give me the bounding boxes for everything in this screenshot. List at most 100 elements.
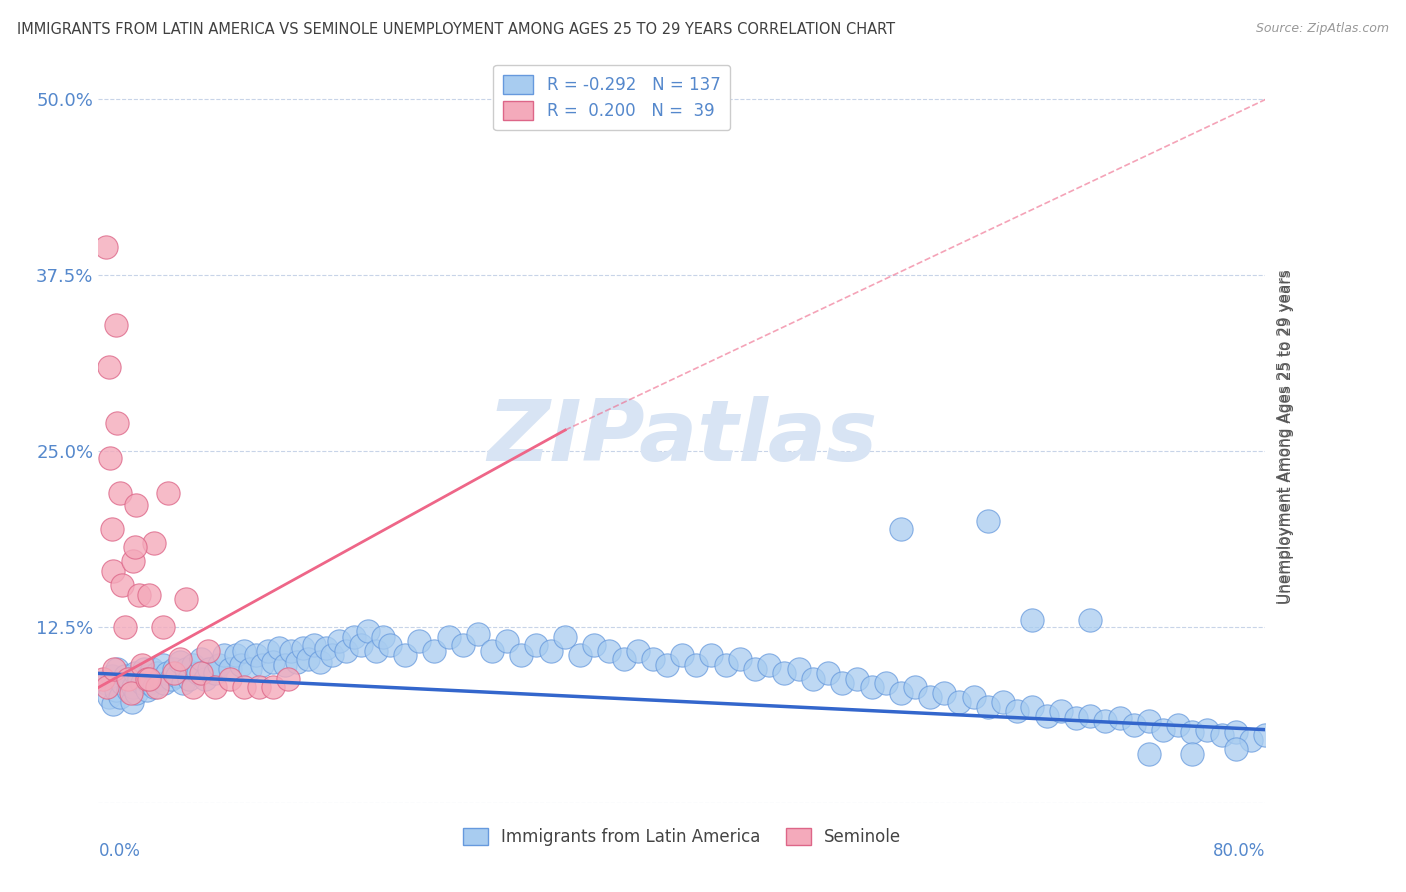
Immigrants from Latin America	[641, 652, 664, 666]
Immigrants from Latin America	[111, 676, 134, 690]
Seminole	[110, 486, 132, 500]
Immigrants from Latin America	[208, 657, 231, 672]
Text: ZIPatlas: ZIPatlas	[486, 395, 877, 479]
Immigrants from Latin America	[218, 662, 240, 676]
Immigrants from Latin America	[612, 652, 634, 666]
Immigrants from Latin America	[496, 634, 519, 648]
Immigrants from Latin America	[194, 672, 217, 686]
Text: 0.0%: 0.0%	[98, 842, 141, 860]
Immigrants from Latin America	[233, 644, 256, 658]
Immigrants from Latin America	[114, 669, 136, 683]
Seminole	[122, 554, 145, 568]
Immigrants from Latin America	[181, 657, 204, 672]
Immigrants from Latin America	[350, 638, 373, 652]
Seminole	[233, 681, 256, 695]
Seminole	[97, 359, 120, 374]
Immigrants from Latin America	[744, 662, 766, 676]
Immigrants from Latin America	[125, 686, 148, 700]
Immigrants from Latin America	[118, 672, 141, 686]
Immigrants from Latin America	[1225, 725, 1247, 739]
Immigrants from Latin America	[142, 681, 165, 695]
Immigrants from Latin America	[141, 662, 163, 676]
Seminole	[111, 578, 134, 592]
Immigrants from Latin America	[671, 648, 693, 662]
Immigrants from Latin America	[131, 676, 153, 690]
Immigrants from Latin America	[1181, 725, 1204, 739]
Immigrants from Latin America	[204, 666, 226, 681]
Immigrants from Latin America	[380, 638, 402, 652]
Seminole	[128, 588, 150, 602]
Seminole	[120, 686, 142, 700]
Immigrants from Latin America	[256, 644, 278, 658]
Immigrants from Latin America	[117, 683, 139, 698]
Immigrants from Latin America	[101, 698, 124, 712]
Immigrants from Latin America	[371, 630, 394, 644]
Seminole	[101, 564, 124, 578]
Immigrants from Latin America	[100, 669, 122, 683]
Text: IMMIGRANTS FROM LATIN AMERICA VS SEMINOLE UNEMPLOYMENT AMONG AGES 25 TO 29 YEARS: IMMIGRANTS FROM LATIN AMERICA VS SEMINOL…	[17, 22, 896, 37]
Immigrants from Latin America	[394, 648, 416, 662]
Immigrants from Latin America	[714, 657, 737, 672]
Immigrants from Latin America	[817, 666, 839, 681]
Immigrants from Latin America	[357, 624, 380, 639]
Immigrants from Latin America	[1195, 723, 1218, 737]
Immigrants from Latin America	[146, 666, 169, 681]
Immigrants from Latin America	[481, 644, 503, 658]
Immigrants from Latin America	[315, 641, 337, 656]
Immigrants from Latin America	[104, 683, 127, 698]
Immigrants from Latin America	[328, 634, 350, 648]
Immigrants from Latin America	[451, 638, 474, 652]
Immigrants from Latin America	[685, 657, 707, 672]
Immigrants from Latin America	[977, 515, 1000, 529]
Seminole	[114, 620, 136, 634]
Immigrants from Latin America	[918, 690, 941, 705]
Immigrants from Latin America	[948, 694, 970, 708]
Seminole	[96, 681, 118, 695]
Legend: R = -0.292   N = 137, R =  0.200   N =  39: R = -0.292 N = 137, R = 0.200 N = 39	[494, 65, 731, 130]
Seminole	[152, 620, 174, 634]
Immigrants from Latin America	[160, 672, 183, 686]
Seminole	[103, 662, 125, 676]
Immigrants from Latin America	[156, 666, 179, 681]
Seminole	[163, 666, 186, 681]
Immigrants from Latin America	[285, 655, 308, 669]
Immigrants from Latin America	[831, 676, 853, 690]
Immigrants from Latin America	[1021, 613, 1043, 627]
Immigrants from Latin America	[1152, 723, 1174, 737]
Immigrants from Latin America	[231, 657, 253, 672]
Immigrants from Latin America	[105, 662, 128, 676]
Immigrants from Latin America	[977, 700, 1000, 714]
Seminole	[98, 451, 121, 466]
Immigrants from Latin America	[124, 666, 146, 681]
Immigrants from Latin America	[583, 638, 606, 652]
Immigrants from Latin America	[890, 686, 912, 700]
Seminole	[124, 540, 146, 554]
Immigrants from Latin America	[153, 676, 176, 690]
Immigrants from Latin America	[657, 657, 679, 672]
Immigrants from Latin America	[262, 655, 284, 669]
Seminole	[100, 521, 122, 535]
Seminole	[142, 535, 165, 549]
Immigrants from Latin America	[860, 681, 883, 695]
Seminole	[117, 672, 139, 686]
Immigrants from Latin America	[274, 657, 297, 672]
Immigrants from Latin America	[1007, 705, 1029, 719]
Immigrants from Latin America	[934, 686, 956, 700]
Seminole	[146, 681, 169, 695]
Immigrants from Latin America	[152, 657, 174, 672]
Immigrants from Latin America	[1108, 711, 1130, 725]
Immigrants from Latin America	[437, 630, 460, 644]
Immigrants from Latin America	[172, 676, 194, 690]
Immigrants from Latin America	[198, 662, 221, 676]
Seminole	[190, 666, 212, 681]
Immigrants from Latin America	[773, 666, 796, 681]
Immigrants from Latin America	[1035, 708, 1057, 723]
Immigrants from Latin America	[904, 681, 927, 695]
Text: 80.0%: 80.0%	[1213, 842, 1265, 860]
Immigrants from Latin America	[97, 690, 120, 705]
Immigrants from Latin America	[245, 648, 267, 662]
Y-axis label: Unemployment Among Ages 25 to 29 years: Unemployment Among Ages 25 to 29 years	[1277, 269, 1292, 605]
Immigrants from Latin America	[1137, 714, 1160, 729]
Immigrants from Latin America	[149, 672, 172, 686]
Immigrants from Latin America	[135, 683, 157, 698]
